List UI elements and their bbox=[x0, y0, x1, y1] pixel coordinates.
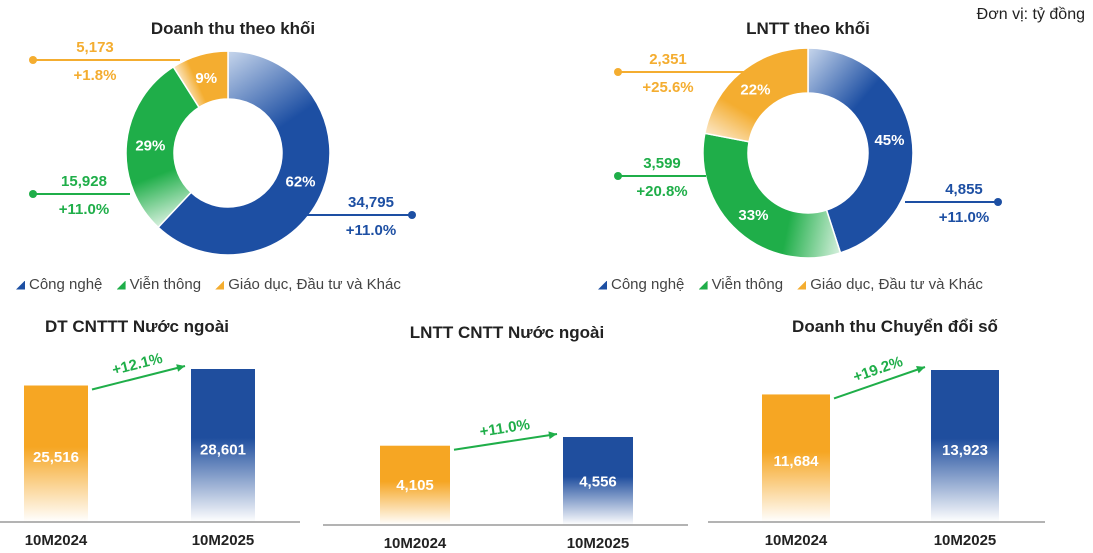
growth-arrow bbox=[453, 433, 558, 451]
x-tick-label: 10M2025 bbox=[567, 535, 630, 552]
bar-value-label: 13,923 bbox=[942, 442, 988, 459]
legend-label-edu: Giáo dục, Đầu tư và Khác bbox=[228, 276, 401, 293]
x-tick-label: 10M2025 bbox=[192, 532, 255, 549]
donut-slice-tech bbox=[807, 47, 914, 254]
bar-value-label: 4,556 bbox=[579, 473, 617, 490]
growth-arrowhead bbox=[176, 364, 185, 372]
legend-swatch-edu bbox=[797, 280, 807, 290]
growth-arrow bbox=[91, 365, 186, 391]
legend-right: Công nghệ Viễn thông Giáo dục, Đầu tư và… bbox=[598, 276, 993, 293]
legend-item-telecom: Viễn thông bbox=[116, 276, 202, 293]
growth-arrow bbox=[833, 366, 926, 400]
donut-slice-telecom bbox=[125, 65, 201, 229]
bar-10M2025 bbox=[563, 437, 633, 525]
legend-item-tech: Công nghệ bbox=[598, 276, 684, 293]
callout-dot bbox=[614, 68, 622, 76]
bar-10M2024 bbox=[24, 385, 88, 522]
callout-dot bbox=[29, 190, 37, 198]
legend-item-telecom: Viễn thông bbox=[698, 276, 784, 293]
callout-growth: +11.0% bbox=[346, 222, 396, 239]
growth-arrowhead bbox=[548, 431, 557, 440]
slice-percent-label: 62% bbox=[286, 174, 316, 191]
bar-value-label: 25,516 bbox=[33, 449, 79, 466]
bar-10M2024 bbox=[762, 394, 830, 522]
callout-value: 2,351 bbox=[649, 51, 687, 68]
callout-growth: +25.6% bbox=[642, 79, 693, 96]
chart-title: LNTT CNTT Nước ngoài bbox=[410, 323, 604, 342]
legend-label-tech: Công nghệ bbox=[611, 276, 685, 293]
chart-title: LNTT theo khối bbox=[746, 19, 870, 38]
x-tick-label: 10M2024 bbox=[384, 535, 447, 552]
callout-value: 5,173 bbox=[76, 39, 114, 56]
callout-growth: +1.8% bbox=[74, 67, 117, 84]
bar-10M2025 bbox=[191, 369, 255, 522]
unit-note: Đơn vị: tỷ đồng bbox=[976, 6, 1085, 23]
donut-slice-tech bbox=[157, 50, 331, 256]
callout-value: 3,599 bbox=[643, 155, 681, 172]
growth-label: +12.1% bbox=[110, 350, 164, 379]
bar-value-label: 28,601 bbox=[200, 442, 246, 459]
donut-slice-telecom bbox=[702, 132, 842, 259]
x-tick-label: 10M2024 bbox=[765, 532, 828, 549]
chart-title: Doanh thu Chuyển đổi số bbox=[792, 317, 998, 336]
legend-label-edu: Giáo dục, Đầu tư và Khác bbox=[810, 276, 983, 293]
callout-dot bbox=[614, 172, 622, 180]
bar-value-label: 11,684 bbox=[773, 453, 819, 470]
callout-value: 34,795 bbox=[348, 194, 394, 211]
legend-swatch-telecom bbox=[698, 280, 708, 290]
legend-swatch-telecom bbox=[116, 280, 126, 290]
slice-percent-label: 33% bbox=[738, 207, 768, 224]
chart-title: Doanh thu theo khối bbox=[151, 19, 315, 38]
bar-10M2025 bbox=[931, 370, 999, 522]
slice-percent-label: 9% bbox=[195, 70, 217, 87]
x-tick-label: 10M2024 bbox=[25, 532, 88, 549]
bar-value-label: 4,105 bbox=[396, 477, 434, 494]
chart-title: DT CNTTT Nước ngoài bbox=[45, 317, 229, 336]
donut-slice-edu bbox=[703, 47, 809, 143]
callout-dot bbox=[29, 56, 37, 64]
callout-dot bbox=[994, 198, 1002, 206]
legend-label-telecom: Viễn thông bbox=[711, 276, 784, 293]
callout-value: 4,855 bbox=[945, 181, 983, 198]
slice-percent-label: 22% bbox=[740, 81, 770, 98]
legend-left: Công nghệ Viễn thông Giáo dục, Đầu tư và… bbox=[16, 276, 411, 293]
growth-label: +19.2% bbox=[851, 353, 905, 386]
legend-label-telecom: Viễn thông bbox=[129, 276, 202, 293]
slice-percent-label: 29% bbox=[135, 138, 165, 155]
callout-value: 15,928 bbox=[61, 173, 107, 190]
donut-slice-edu bbox=[172, 50, 229, 109]
callout-growth: +20.8% bbox=[636, 183, 687, 200]
callout-dot bbox=[408, 211, 416, 219]
legend-swatch-tech bbox=[598, 280, 607, 290]
legend-label-tech: Công nghệ bbox=[29, 276, 103, 293]
bar-10M2024 bbox=[380, 445, 450, 525]
legend-item-edu: Giáo dục, Đầu tư và Khác bbox=[215, 276, 401, 293]
slice-percent-label: 45% bbox=[874, 132, 904, 149]
growth-label: +11.0% bbox=[479, 416, 531, 440]
x-tick-label: 10M2025 bbox=[934, 532, 997, 549]
growth-arrowhead bbox=[916, 365, 925, 374]
legend-swatch-edu bbox=[215, 280, 225, 290]
legend-swatch-tech bbox=[16, 280, 25, 290]
legend-item-tech: Công nghệ bbox=[16, 276, 102, 293]
legend-item-edu: Giáo dục, Đầu tư và Khác bbox=[797, 276, 983, 293]
callout-growth: +11.0% bbox=[59, 201, 109, 218]
callout-growth: +11.0% bbox=[939, 209, 989, 226]
